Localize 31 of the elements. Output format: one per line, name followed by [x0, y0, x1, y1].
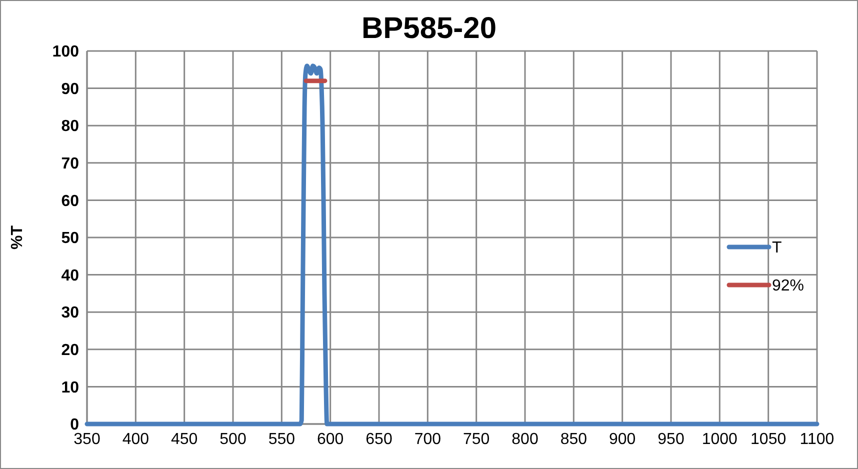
x-tick-label: 850 — [560, 431, 588, 448]
y-tick-label: 40 — [61, 267, 80, 284]
legend-label: 92% — [772, 278, 804, 295]
x-tick-label: 600 — [316, 431, 344, 448]
x-tick-label: 800 — [512, 431, 538, 448]
x-tick-label: 550 — [268, 431, 296, 448]
x-tick-label: 700 — [414, 431, 442, 448]
y-tick-label: 0 — [70, 416, 80, 434]
y-tick-label: 10 — [61, 379, 80, 396]
x-tick-label: 750 — [462, 431, 490, 448]
y-tick-label: 90 — [61, 80, 80, 98]
y-tick-label: 100 — [52, 44, 80, 61]
x-tick-label: 350 — [74, 431, 100, 448]
y-tick-label: 50 — [61, 230, 80, 248]
y-tick-label: 80 — [61, 118, 80, 136]
x-tick-label: 1000 — [702, 431, 738, 448]
x-tick-label: 1050 — [750, 431, 786, 448]
y-tick-label: 70 — [61, 156, 80, 172]
x-tick-label: 500 — [220, 431, 246, 448]
x-tick-label: 1100 — [800, 431, 834, 448]
x-tick-label: 650 — [366, 431, 392, 448]
legend-label: T — [772, 240, 782, 257]
x-tick-label: 950 — [658, 431, 684, 448]
y-tick-label: 20 — [61, 342, 80, 359]
y-tick-label: 30 — [61, 304, 80, 322]
y-tick-label: 60 — [61, 192, 80, 210]
x-tick-label: 450 — [170, 431, 198, 448]
chart-title: BP585-20 — [361, 12, 497, 45]
y-axis-title: %T — [9, 225, 26, 250]
x-tick-label: 400 — [122, 431, 150, 448]
x-tick-label: 900 — [608, 431, 636, 448]
